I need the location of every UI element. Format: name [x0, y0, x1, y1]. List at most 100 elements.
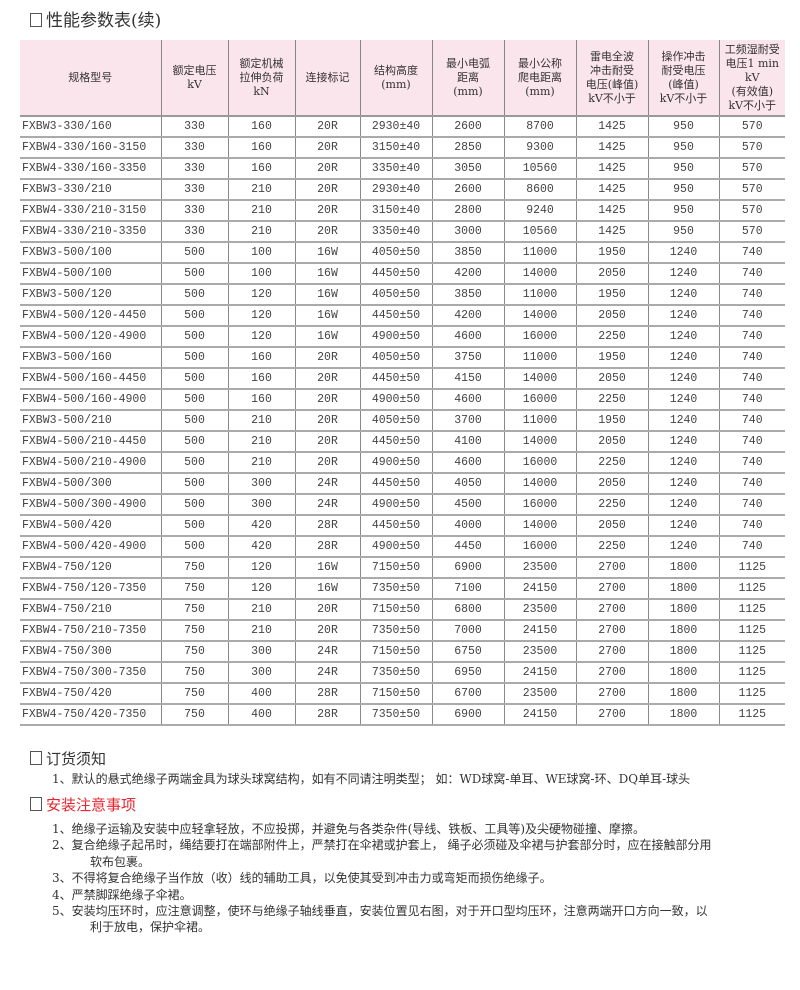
value-cell: 2850: [431, 137, 504, 159]
column-header: 连接标记: [294, 40, 360, 117]
value-cell: 300: [227, 662, 295, 684]
installation-item: 2、复合绝缘子起吊时，绳结要打在端部附件上，严禁打在伞裙或护套上， 绳子必须碰及…: [52, 838, 712, 853]
value-cell: 500: [160, 431, 228, 453]
installation-item-continuation: 软布包裹。: [90, 854, 151, 869]
checkbox-square-icon: [30, 797, 42, 811]
table-row: FXBW4-500/120-4450 500 120 16W 4450±50 4200 14…: [20, 305, 785, 327]
value-cell: 330: [160, 200, 228, 222]
value-cell: 1950: [575, 284, 648, 306]
value-cell: 3000: [431, 221, 504, 243]
table-row: FXBW4-750/300 750 300 24R 7150±50 6750 23500 27…: [20, 641, 785, 663]
value-cell: 4050±50: [359, 347, 432, 369]
value-cell: 210: [227, 221, 295, 243]
value-cell: 20R: [294, 200, 360, 222]
value-cell: 3050: [431, 158, 504, 180]
value-cell: 500: [160, 284, 228, 306]
installation-item: 3、不得将复合绝缘子当作放（收）线的辅助工具，以免使其受到冲击力或弯矩而损伤绝缘…: [52, 871, 552, 886]
value-cell: 4900±50: [359, 494, 432, 516]
value-cell: 100: [227, 263, 295, 285]
value-cell: 1425: [575, 116, 648, 138]
value-cell: 210: [227, 200, 295, 222]
table-row: FXBW4-500/300 500 300 24R 4450±50 4050 14000 20…: [20, 473, 785, 495]
value-cell: 6900: [431, 557, 504, 579]
value-cell: 1800: [647, 704, 719, 726]
value-cell: 4900±50: [359, 389, 432, 411]
value-cell: 3350±40: [359, 158, 432, 180]
value-cell: 950: [647, 200, 719, 222]
value-cell: 20R: [294, 179, 360, 201]
value-cell: 750: [160, 641, 228, 663]
model-cell: FXBW4-750/120-7350: [20, 578, 161, 600]
value-cell: 1240: [647, 536, 719, 558]
value-cell: 750: [160, 599, 228, 621]
table-row: FXBW4-500/210-4450 500 210 20R 4450±50 4100 14…: [20, 431, 785, 453]
value-cell: 750: [160, 578, 228, 600]
value-cell: 1240: [647, 305, 719, 327]
value-cell: 740: [718, 431, 785, 453]
value-cell: 160: [227, 158, 295, 180]
value-cell: 500: [160, 368, 228, 390]
value-cell: 4900±50: [359, 452, 432, 474]
value-cell: 1240: [647, 368, 719, 390]
model-cell: FXBW4-750/420-7350: [20, 704, 161, 726]
value-cell: 1950: [575, 347, 648, 369]
value-cell: 24150: [503, 578, 576, 600]
model-cell: FXBW3-500/100: [20, 242, 161, 264]
value-cell: 14000: [503, 515, 576, 537]
value-cell: 4450±50: [359, 515, 432, 537]
value-cell: 1800: [647, 641, 719, 663]
model-cell: FXBW4-750/300-7350: [20, 662, 161, 684]
table-row: FXBW3-500/210 500 210 20R 4050±50 3700 11000 19…: [20, 410, 785, 432]
value-cell: 500: [160, 452, 228, 474]
value-cell: 500: [160, 410, 228, 432]
table-row: FXBW4-500/160-4450 500 160 20R 4450±50 4150 14…: [20, 368, 785, 390]
value-cell: 2700: [575, 578, 648, 600]
value-cell: 500: [160, 473, 228, 495]
value-cell: 500: [160, 242, 228, 264]
value-cell: 14000: [503, 473, 576, 495]
value-cell: 4200: [431, 263, 504, 285]
value-cell: 500: [160, 263, 228, 285]
model-cell: FXBW4-500/420: [20, 515, 161, 537]
value-cell: 16000: [503, 452, 576, 474]
value-cell: 740: [718, 242, 785, 264]
value-cell: 1240: [647, 515, 719, 537]
value-cell: 10560: [503, 221, 576, 243]
value-cell: 7150±50: [359, 683, 432, 705]
value-cell: 1240: [647, 494, 719, 516]
value-cell: 160: [227, 368, 295, 390]
value-cell: 23500: [503, 683, 576, 705]
value-cell: 570: [718, 200, 785, 222]
value-cell: 420: [227, 536, 295, 558]
value-cell: 24R: [294, 641, 360, 663]
value-cell: 4100: [431, 431, 504, 453]
table-row: FXBW4-750/420-7350 750 400 28R 7350±50 6900 24…: [20, 704, 785, 726]
value-cell: 14000: [503, 305, 576, 327]
value-cell: 4050±50: [359, 284, 432, 306]
value-cell: 330: [160, 137, 228, 159]
value-cell: 20R: [294, 368, 360, 390]
value-cell: 3150±40: [359, 137, 432, 159]
value-cell: 1240: [647, 431, 719, 453]
model-cell: FXBW4-750/420: [20, 683, 161, 705]
value-cell: 16000: [503, 389, 576, 411]
value-cell: 400: [227, 704, 295, 726]
installation-notes: 1、绝缘子运输及安装中应轻拿轻放，不应投掷，并避免与各类杂件(导线、铁板、工具等…: [52, 821, 792, 936]
value-cell: 1125: [718, 578, 785, 600]
value-cell: 7150±50: [359, 641, 432, 663]
model-cell: FXBW3-500/120: [20, 284, 161, 306]
model-cell: FXBW4-500/100: [20, 263, 161, 285]
value-cell: 210: [227, 431, 295, 453]
table-row: FXBW4-330/160-3350 330 160 20R 3350±40 3050 10…: [20, 158, 785, 180]
value-cell: 1125: [718, 683, 785, 705]
value-cell: 4500: [431, 494, 504, 516]
value-cell: 400: [227, 683, 295, 705]
model-cell: FXBW4-500/120-4450: [20, 305, 161, 327]
value-cell: 160: [227, 116, 295, 138]
value-cell: 120: [227, 326, 295, 348]
value-cell: 6950: [431, 662, 504, 684]
value-cell: 2250: [575, 494, 648, 516]
value-cell: 1240: [647, 326, 719, 348]
value-cell: 23500: [503, 557, 576, 579]
value-cell: 750: [160, 683, 228, 705]
